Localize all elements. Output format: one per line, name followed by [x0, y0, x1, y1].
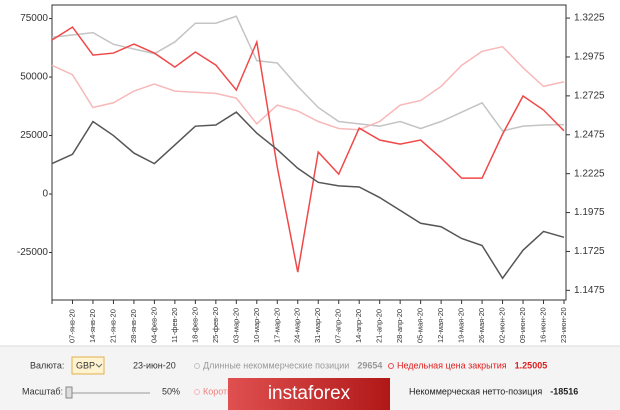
legend-value: -18516 — [550, 386, 578, 396]
legend-value: 29654 — [357, 360, 382, 370]
y-tick-label: 50000 — [20, 72, 48, 83]
x-tick-label: 25-фев-20 — [211, 307, 220, 343]
x-tick-label: 26-мая-20 — [477, 308, 486, 343]
x-tick-label: 31-мар-20 — [313, 308, 322, 343]
plot-area — [51, 4, 567, 301]
y-tick-label: 25000 — [20, 130, 48, 141]
y-tick-label: -25000 — [17, 247, 49, 258]
scale-value: 50% — [162, 386, 180, 396]
y2-tick-label: 1.3225 — [574, 13, 605, 24]
y2-tick-label: 1.1975 — [574, 207, 605, 218]
legend-label: Недельная цена закрытия — [397, 360, 507, 370]
x-tick-label: 18-фев-20 — [190, 307, 199, 343]
x-tick-label: 05-мая-20 — [416, 308, 425, 343]
logo: instaforex — [268, 383, 351, 404]
x-tick-label: 04-фев-20 — [149, 307, 158, 343]
legend-marker — [194, 389, 200, 395]
y-tick-label: 0 — [42, 189, 48, 200]
x-tick-label: 21-янв-20 — [108, 309, 117, 343]
x-tick-label: 24-мар-20 — [293, 308, 302, 343]
legend-value: 1.25005 — [515, 360, 548, 370]
legend-label: Некоммерческая нетто-позиция — [409, 386, 542, 396]
x-tick-label: 14-апр-20 — [354, 309, 363, 343]
currency-select[interactable] — [71, 356, 105, 375]
y-tick-label: 75000 — [20, 13, 48, 24]
x-tick-label: 11-фев-20 — [170, 308, 179, 343]
x-tick-label: 03-мар-20 — [231, 308, 240, 343]
x-tick-label: 28-янв-20 — [129, 309, 138, 343]
y2-tick-label: 1.1475 — [574, 285, 605, 296]
series-line — [51, 15, 565, 132]
x-tick-label: 21-апр-20 — [375, 309, 384, 343]
series-line — [51, 111, 565, 280]
y2-tick-label: 1.2975 — [574, 52, 605, 63]
legend-marker — [388, 363, 394, 369]
y2-tick-label: 1.2475 — [574, 129, 605, 140]
legend-label: Длинные некоммерческие позиции — [203, 360, 349, 370]
x-tick-label: 28-апр-20 — [395, 309, 404, 343]
slider-handle[interactable] — [65, 386, 73, 399]
select-arrow — [95, 363, 103, 368]
date: 23-июн-20 — [133, 360, 176, 370]
legend-label: Короткие — [203, 386, 241, 396]
legend-marker — [194, 363, 200, 369]
logo-box — [228, 378, 390, 410]
x-tick-label: 12-мая-20 — [436, 308, 445, 343]
currency-value[interactable]: GBP — [76, 360, 95, 370]
y2-tick-label: 1.2225 — [574, 168, 605, 179]
y2-tick-label: 1.1725 — [574, 246, 605, 257]
x-tick-label: 16-июн-20 — [539, 307, 548, 343]
x-tick-label: 07-апр-20 — [334, 309, 343, 343]
x-tick-label: 07-янв-20 — [67, 309, 76, 343]
x-tick-label: 09-июн-20 — [518, 307, 527, 343]
x-tick-label: 19-мая-20 — [457, 308, 466, 343]
x-tick-label: 14-янв-20 — [88, 309, 97, 343]
x-tick-label: 23-июн-20 — [559, 307, 568, 343]
y2-tick-label: 1.2725 — [574, 91, 605, 102]
currency-label: Валюта: — [30, 360, 64, 370]
x-tick-label: 17-мар-20 — [272, 308, 281, 343]
series-line — [51, 45, 565, 131]
scale-label: Масштаб: — [22, 386, 63, 396]
series-line — [51, 26, 565, 273]
x-tick-label: 10-мар-20 — [252, 308, 261, 343]
x-tick-label: 02-июн-20 — [498, 307, 507, 343]
